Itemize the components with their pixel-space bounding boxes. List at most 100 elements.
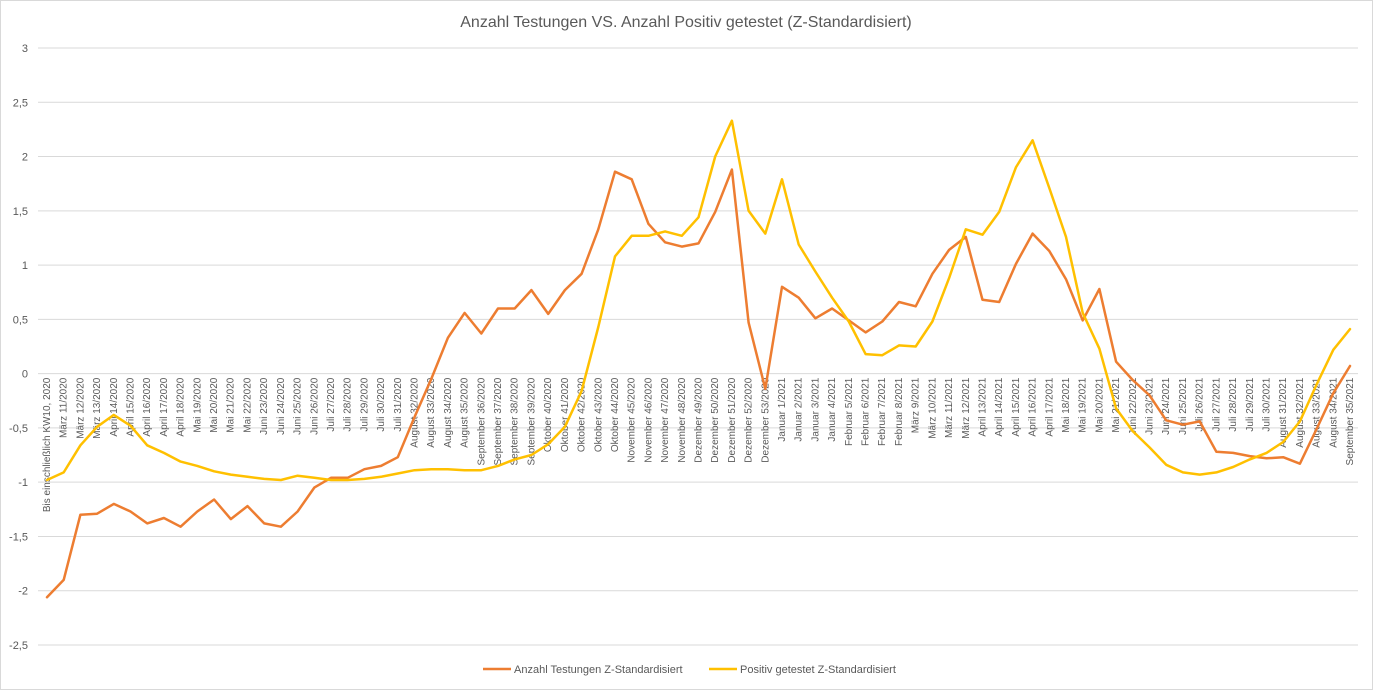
x-tick-label: September 39/2020 — [526, 377, 537, 465]
chart-title: Anzahl Testungen VS. Anzahl Positiv gete… — [460, 14, 912, 31]
x-tick-label: März 12/2020 — [75, 377, 86, 439]
x-tick-label: Juli 28/2020 — [343, 377, 354, 431]
x-tick-label: April 14/2020 — [109, 377, 120, 436]
x-tick-label: Oktober 42/2020 — [577, 377, 588, 452]
x-tick-label: Juli 29/2020 — [359, 377, 370, 431]
y-tick-label: 1,5 — [13, 206, 28, 218]
y-tick-label: -0,5 — [9, 423, 28, 435]
y-tick-label: 2,5 — [13, 97, 28, 109]
x-tick-label: August 31/2021 — [1278, 377, 1289, 447]
x-tick-label: Dezember 50/2020 — [710, 377, 721, 462]
x-tick-label: April 17/2020 — [159, 377, 170, 436]
legend: Anzahl Testungen Z-Standardisiert Positi… — [483, 664, 896, 676]
x-tick-label: Dezember 51/2020 — [727, 377, 738, 462]
x-tick-label: März 11/2020 — [59, 377, 70, 438]
x-tick-label: Juli 26/2021 — [1195, 377, 1206, 431]
x-tick-label: Juni 22/2021 — [1128, 377, 1139, 435]
x-tick-label: Mai 22/2020 — [242, 377, 253, 432]
x-tick-label: September 36/2020 — [476, 377, 487, 465]
x-tick-label: Juni 25/2020 — [293, 377, 304, 435]
y-axis-tick-labels: 3 2,5 2 1,5 1 0,5 0 -0,5 -1 -1,5 -2 -2,5 — [9, 43, 28, 652]
x-tick-label: April 17/2021 — [1044, 377, 1055, 436]
x-tick-label: Januar 1/2021 — [777, 377, 788, 441]
x-tick-label: Mai 21/2021 — [1111, 377, 1122, 432]
x-tick-label: Februar 6/2021 — [861, 377, 872, 446]
y-tick-label: -1,5 — [9, 531, 28, 543]
x-tick-label: Juli 29/2021 — [1245, 377, 1256, 431]
x-tick-label: Februar 5/2021 — [844, 377, 855, 446]
x-tick-label: September 38/2020 — [510, 377, 521, 465]
y-tick-label: 0 — [22, 369, 28, 381]
x-tick-label: März 12/2021 — [961, 377, 972, 439]
series-lines — [45, 119, 1352, 599]
x-tick-label: Dezember 53/2020 — [760, 377, 771, 462]
x-tick-label: Oktober 40/2020 — [543, 377, 554, 452]
x-tick-label: Juni 24/2020 — [276, 377, 287, 435]
x-tick-label: Juni 23/2021 — [1145, 377, 1156, 435]
x-tick-label: Juli 31/2020 — [393, 377, 404, 431]
x-tick-label: November 47/2020 — [660, 377, 671, 462]
x-tick-label: März 11/2021 — [944, 377, 955, 438]
x-tick-label: Januar 2/2021 — [794, 377, 805, 441]
y-tick-label: 2 — [22, 152, 28, 164]
x-tick-label: Dezember 52/2020 — [744, 377, 755, 462]
x-tick-label: Juni 26/2020 — [309, 377, 320, 435]
x-tick-label: März 9/2021 — [911, 377, 922, 433]
x-tick-label: August 34/2021 — [1328, 377, 1339, 447]
x-tick-label: Juli 27/2021 — [1211, 377, 1222, 431]
x-tick-label: März 10/2021 — [927, 377, 938, 439]
gridlines — [38, 47, 1358, 646]
x-tick-label: August 33/2021 — [1312, 377, 1323, 447]
x-tick-label: September 37/2020 — [493, 377, 504, 465]
x-tick-label: Mai 19/2020 — [192, 377, 203, 432]
x-tick-label: August 32/2020 — [410, 377, 421, 447]
y-tick-label: 0,5 — [13, 314, 28, 326]
x-tick-label: August 33/2020 — [426, 377, 437, 447]
x-tick-label: April 16/2020 — [142, 377, 153, 436]
x-tick-label: Februar 7/2021 — [877, 377, 888, 446]
x-tick-label: April 14/2021 — [994, 377, 1005, 436]
x-tick-label: Juni 23/2020 — [259, 377, 270, 435]
x-tick-label: August 32/2021 — [1295, 377, 1306, 447]
x-tick-label: Mai 20/2021 — [1094, 377, 1105, 432]
y-tick-label: -2 — [18, 586, 28, 598]
x-tick-label: April 13/2021 — [977, 377, 988, 436]
x-tick-label: Mai 20/2020 — [209, 377, 220, 432]
y-tick-label: -2,5 — [9, 640, 28, 652]
x-tick-label: Juli 28/2021 — [1228, 377, 1239, 431]
x-tick-label: Juli 30/2020 — [376, 377, 387, 431]
x-tick-label: Oktober 41/2020 — [560, 377, 571, 452]
series-line-positiv — [45, 119, 1352, 482]
x-tick-label: August 35/2020 — [460, 377, 471, 447]
x-tick-label: August 34/2020 — [443, 377, 454, 447]
x-tick-label: Juni 24/2021 — [1161, 377, 1172, 435]
y-tick-label: 1 — [22, 260, 28, 272]
x-tick-label: Oktober 44/2020 — [610, 377, 621, 452]
x-tick-label: Mai 18/2021 — [1061, 377, 1072, 432]
x-tick-label: September 35/2021 — [1345, 377, 1356, 465]
x-axis-tick-labels: Bis einschließlich KW10, 2020 März 11/202… — [42, 377, 1356, 512]
x-tick-label: Dezember 49/2020 — [694, 377, 705, 462]
x-tick-label: Juli 30/2021 — [1261, 377, 1272, 431]
x-tick-label: April 15/2020 — [126, 377, 137, 436]
x-tick-label: April 15/2021 — [1011, 377, 1022, 436]
series-line-testungen — [45, 168, 1352, 599]
legend-label-positiv: Positiv getestet Z-Standardisiert — [740, 664, 896, 676]
x-tick-label: Mai 19/2021 — [1078, 377, 1089, 432]
y-tick-label: -1 — [18, 477, 28, 489]
y-tick-label: 3 — [22, 43, 28, 55]
x-tick-label: Februar 8/2021 — [894, 377, 905, 446]
x-tick-label: Januar 3/2021 — [810, 377, 821, 441]
x-tick-label: November 46/2020 — [643, 377, 654, 462]
x-tick-label: November 45/2020 — [627, 377, 638, 462]
x-tick-label: April 16/2021 — [1028, 377, 1039, 436]
x-tick-label: Juli 27/2020 — [326, 377, 337, 431]
x-tick-label: März 13/2020 — [92, 377, 103, 439]
x-tick-label: Oktober 43/2020 — [593, 377, 604, 452]
x-tick-label: Januar 4/2021 — [827, 377, 838, 441]
x-tick-label: Bis einschließlich KW10, 2020 — [42, 377, 53, 512]
x-tick-label: Mai 21/2020 — [226, 377, 237, 432]
